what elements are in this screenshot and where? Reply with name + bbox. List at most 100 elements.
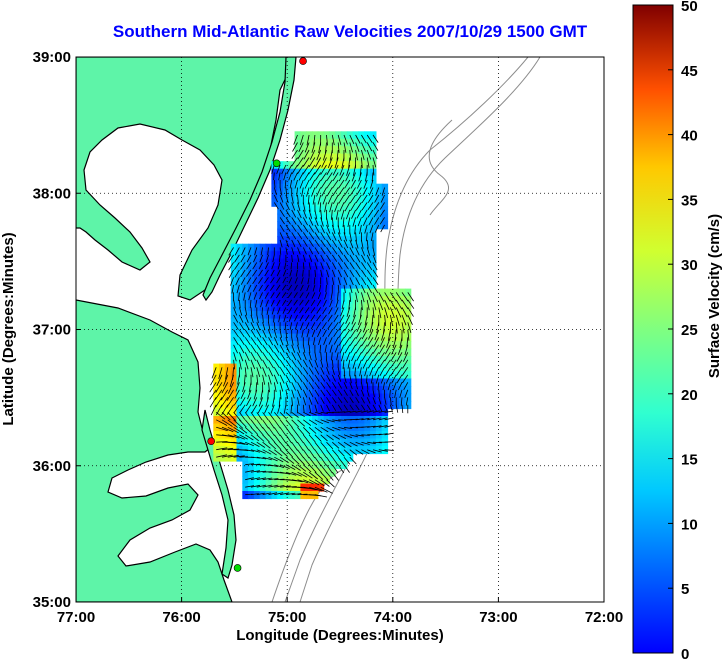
velocity-vector [372, 425, 382, 428]
velocity-cell [381, 341, 389, 350]
velocity-vector [273, 434, 281, 444]
velocity-vector [250, 367, 254, 378]
velocity-vector [367, 337, 374, 347]
velocity-vector [320, 374, 326, 382]
velocity-vector [247, 389, 252, 400]
velocity-vector [297, 359, 303, 368]
velocity-vector [349, 404, 354, 411]
velocity-vector [372, 397, 376, 405]
velocity-vector [334, 344, 339, 353]
velocity-cell [230, 251, 238, 260]
velocity-vector [305, 299, 310, 306]
velocity-vector [244, 367, 247, 378]
velocity-vector [262, 441, 271, 449]
velocity-vector [334, 202, 339, 212]
velocity-vector [332, 187, 339, 197]
velocity-vector [297, 232, 303, 240]
velocity-vector [323, 149, 327, 161]
velocity-vector [233, 434, 245, 440]
velocity-vector [312, 194, 316, 205]
velocity-vector [210, 374, 217, 386]
velocity-vector [297, 344, 301, 353]
velocity-vector [343, 277, 348, 286]
velocity-vector [355, 232, 357, 242]
velocity-vector [384, 359, 391, 369]
velocity-vector [384, 299, 390, 310]
velocity-vector [297, 352, 302, 361]
velocity-vector [361, 194, 368, 204]
velocity-vector [308, 456, 316, 466]
velocity-vector [366, 134, 373, 144]
velocity-vector [252, 397, 258, 407]
velocity-cell [370, 221, 377, 230]
velocity-vector [240, 277, 246, 285]
velocity-vector [379, 217, 385, 225]
velocity-vector [332, 164, 339, 176]
velocity-vector [320, 479, 330, 487]
station-marker [299, 57, 307, 65]
velocity-vector [281, 299, 287, 306]
velocity-vector [293, 134, 298, 145]
velocity-vector [262, 492, 271, 496]
velocity-vector [256, 456, 267, 460]
velocity-vector [386, 337, 391, 348]
velocity-vector [348, 157, 351, 169]
velocity-vector [297, 397, 300, 406]
velocity-cell [253, 483, 261, 492]
velocity-vector [244, 419, 253, 428]
velocity-vector [291, 382, 296, 391]
velocity-vector [279, 217, 285, 225]
velocity-vector [368, 187, 374, 196]
velocity-vector [314, 232, 320, 240]
x-tick-label: 73:00 [479, 609, 517, 626]
velocity-vector [267, 247, 269, 256]
velocity-vector [379, 337, 385, 348]
velocity-vector [373, 337, 380, 347]
velocity-vector [333, 337, 339, 345]
velocity-vector [331, 471, 339, 481]
velocity-vector [250, 352, 257, 361]
velocity-vector [264, 284, 269, 292]
velocity-vector [311, 292, 316, 299]
velocity-vector [407, 322, 412, 334]
velocity-vector [331, 449, 339, 458]
velocity-cell [253, 251, 261, 260]
velocity-vector [401, 299, 409, 310]
velocity-vector [327, 314, 333, 322]
velocity-vector [349, 449, 358, 456]
velocity-vector [331, 232, 337, 241]
velocity-vector [326, 217, 329, 227]
velocity-vector [283, 269, 287, 277]
velocity-vector [233, 352, 237, 362]
velocity-vector [337, 441, 346, 448]
velocity-vector [297, 449, 304, 459]
velocity-vector [286, 164, 293, 175]
velocity-vector [308, 247, 314, 255]
velocity-vector [309, 172, 316, 181]
velocity-vector [372, 344, 380, 354]
velocity-vector [366, 149, 372, 160]
velocity-vector [210, 404, 217, 416]
velocity-vector [370, 179, 374, 189]
velocity-vector [372, 449, 382, 453]
velocity-vector [297, 419, 306, 427]
velocity-cell [364, 341, 371, 350]
velocity-vector [308, 486, 323, 492]
x-tick-labels: 77:00 76:00 75:00 74:00 73:00 72:00 [57, 597, 623, 626]
velocity-vector [285, 344, 290, 353]
velocity-vector [337, 277, 341, 286]
velocity-vector [268, 427, 275, 436]
velocity-vector [244, 412, 251, 420]
y-tick-label: 38:00 [33, 185, 71, 202]
velocity-vector [314, 217, 319, 227]
velocity-cell [364, 213, 371, 222]
velocity-vector [395, 322, 398, 334]
velocity-vector [384, 432, 394, 436]
velocity-vector [308, 449, 316, 459]
velocity-vector [314, 262, 318, 270]
velocity-vector [372, 389, 375, 398]
velocity-vector [362, 209, 368, 219]
velocity-vector [361, 239, 364, 249]
velocity-vector [285, 209, 291, 218]
velocity-vector [262, 456, 273, 461]
